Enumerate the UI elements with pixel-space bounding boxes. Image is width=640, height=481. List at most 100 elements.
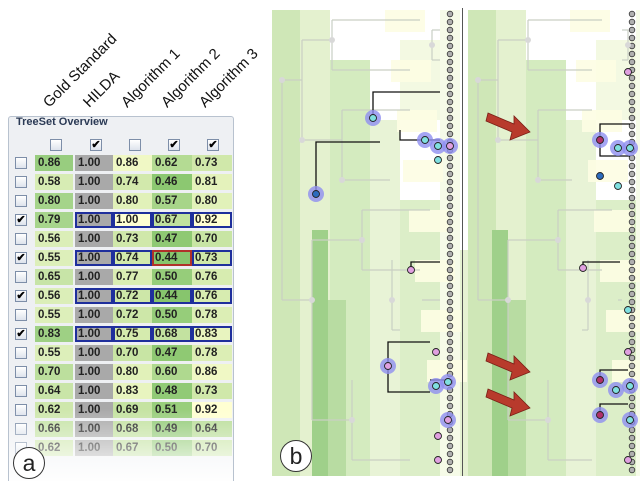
tree-background-band bbox=[570, 10, 610, 32]
score-cell[interactable]: 0.76 bbox=[192, 288, 232, 304]
score-cell[interactable]: 0.50 bbox=[152, 269, 192, 285]
score-cell[interactable]: 0.70 bbox=[35, 364, 73, 380]
score-cell[interactable]: 0.73 bbox=[192, 250, 232, 266]
row-checkbox[interactable] bbox=[15, 176, 27, 188]
score-cell[interactable]: 0.83 bbox=[192, 326, 232, 342]
row-checkbox[interactable]: ✔ bbox=[15, 214, 27, 226]
score-cell[interactable]: 0.56 bbox=[35, 231, 73, 247]
tree-leaf-node bbox=[446, 170, 454, 178]
score-cell[interactable]: 0.73 bbox=[192, 383, 232, 399]
row-checkbox[interactable] bbox=[15, 233, 27, 245]
score-cell[interactable]: 0.47 bbox=[152, 231, 192, 247]
score-cell[interactable]: 1.00 bbox=[75, 383, 113, 399]
score-cell[interactable]: 0.77 bbox=[113, 269, 152, 285]
score-cell[interactable]: 0.81 bbox=[192, 174, 232, 190]
row-checkbox[interactable] bbox=[15, 309, 27, 321]
score-cell[interactable]: 0.56 bbox=[35, 288, 73, 304]
score-cell[interactable]: 0.86 bbox=[192, 364, 232, 380]
score-cell[interactable]: 1.00 bbox=[75, 231, 113, 247]
score-cell[interactable]: 0.73 bbox=[113, 231, 152, 247]
score-cell[interactable]: 0.80 bbox=[35, 193, 73, 209]
column-checkbox-2[interactable]: ✔ bbox=[90, 139, 102, 151]
tree-background-band bbox=[385, 10, 425, 32]
score-cell[interactable]: 1.00 bbox=[75, 269, 113, 285]
column-checkbox-4[interactable]: ✔ bbox=[168, 139, 180, 151]
score-cell[interactable]: 1.00 bbox=[75, 174, 113, 190]
score-cell[interactable]: 0.47 bbox=[152, 345, 192, 361]
score-cell[interactable]: 0.80 bbox=[113, 364, 152, 380]
score-cell[interactable]: 0.72 bbox=[113, 288, 152, 304]
score-cell[interactable]: 0.60 bbox=[152, 364, 192, 380]
score-cell[interactable]: 0.78 bbox=[192, 345, 232, 361]
tree-leaf-node bbox=[446, 346, 454, 354]
score-cell[interactable]: 0.92 bbox=[192, 212, 232, 228]
score-cell[interactable]: 0.55 bbox=[35, 345, 73, 361]
score-cell[interactable]: 0.75 bbox=[113, 326, 152, 342]
tree-leaf-node bbox=[446, 194, 454, 202]
score-cell[interactable]: 0.62 bbox=[152, 155, 192, 171]
column-checkbox-5[interactable]: ✔ bbox=[207, 139, 219, 151]
score-cell[interactable]: 0.83 bbox=[113, 383, 152, 399]
score-cell[interactable]: 0.80 bbox=[192, 193, 232, 209]
row-checkbox[interactable] bbox=[15, 195, 27, 207]
score-cell[interactable]: 1.00 bbox=[75, 307, 113, 323]
score-cell[interactable]: 0.78 bbox=[192, 307, 232, 323]
row-checkbox[interactable]: ✔ bbox=[15, 290, 27, 302]
score-cell[interactable]: 1.00 bbox=[75, 288, 113, 304]
score-cell[interactable]: 1.00 bbox=[75, 193, 113, 209]
score-cell[interactable]: 0.67 bbox=[152, 212, 192, 228]
tree-leaf-node bbox=[628, 98, 636, 106]
score-cell[interactable]: 0.68 bbox=[152, 326, 192, 342]
score-cell[interactable]: 0.46 bbox=[152, 174, 192, 190]
row-checkbox[interactable] bbox=[15, 271, 27, 283]
tree-leaf-node bbox=[628, 170, 636, 178]
score-cell[interactable]: 1.00 bbox=[75, 155, 113, 171]
score-cell[interactable]: 0.58 bbox=[35, 174, 73, 190]
tree-leaf-node bbox=[446, 394, 454, 402]
row-checkbox[interactable] bbox=[15, 385, 27, 397]
tree-leaf-node bbox=[628, 466, 636, 474]
score-cell[interactable]: 0.44 bbox=[152, 250, 192, 266]
score-cell[interactable]: 0.70 bbox=[113, 345, 152, 361]
score-cell[interactable]: 0.57 bbox=[152, 193, 192, 209]
tree-leaf-node bbox=[446, 154, 454, 162]
score-cell[interactable]: 0.50 bbox=[152, 307, 192, 323]
tree-leaf-node bbox=[628, 82, 636, 90]
score-cell[interactable]: 1.00 bbox=[75, 345, 113, 361]
row-checkbox[interactable]: ✔ bbox=[15, 328, 27, 340]
score-cell[interactable]: 1.00 bbox=[75, 250, 113, 266]
row-checkbox[interactable] bbox=[15, 347, 27, 359]
tree-leaf-node bbox=[628, 226, 636, 234]
score-cell[interactable]: 0.80 bbox=[113, 193, 152, 209]
score-cell[interactable]: 0.55 bbox=[35, 250, 73, 266]
score-cell[interactable]: 0.64 bbox=[35, 383, 73, 399]
score-cell[interactable]: 0.83 bbox=[35, 326, 73, 342]
row-checkbox[interactable]: ✔ bbox=[15, 252, 27, 264]
score-cell[interactable]: 0.86 bbox=[35, 155, 73, 171]
column-checkbox-3[interactable] bbox=[129, 139, 141, 151]
score-cell[interactable]: 0.70 bbox=[192, 231, 232, 247]
score-cell[interactable]: 0.79 bbox=[35, 212, 73, 228]
leaf-marker bbox=[624, 456, 632, 464]
score-cell[interactable]: 1.00 bbox=[75, 212, 113, 228]
score-cell[interactable]: 0.73 bbox=[192, 155, 232, 171]
score-cell[interactable]: 0.74 bbox=[113, 250, 152, 266]
score-cell[interactable]: 0.44 bbox=[152, 288, 192, 304]
score-cell[interactable]: 0.76 bbox=[192, 269, 232, 285]
tree-leaf-node bbox=[446, 42, 454, 50]
score-cell[interactable]: 0.48 bbox=[152, 383, 192, 399]
column-checkbox-1[interactable] bbox=[50, 139, 62, 151]
score-cell[interactable]: 0.55 bbox=[35, 307, 73, 323]
tree-leaf-node bbox=[628, 394, 636, 402]
row-checkbox[interactable] bbox=[15, 366, 27, 378]
score-cell[interactable]: 1.00 bbox=[113, 212, 152, 228]
score-cell[interactable]: 0.65 bbox=[35, 269, 73, 285]
score-cell[interactable]: 0.72 bbox=[113, 307, 152, 323]
score-cell[interactable]: 1.00 bbox=[75, 364, 113, 380]
score-cell[interactable]: 0.74 bbox=[113, 174, 152, 190]
score-cell[interactable]: 1.00 bbox=[75, 326, 113, 342]
score-cell[interactable]: 0.86 bbox=[113, 155, 152, 171]
row-checkbox[interactable] bbox=[15, 157, 27, 169]
tree-leaf-node bbox=[628, 210, 636, 218]
